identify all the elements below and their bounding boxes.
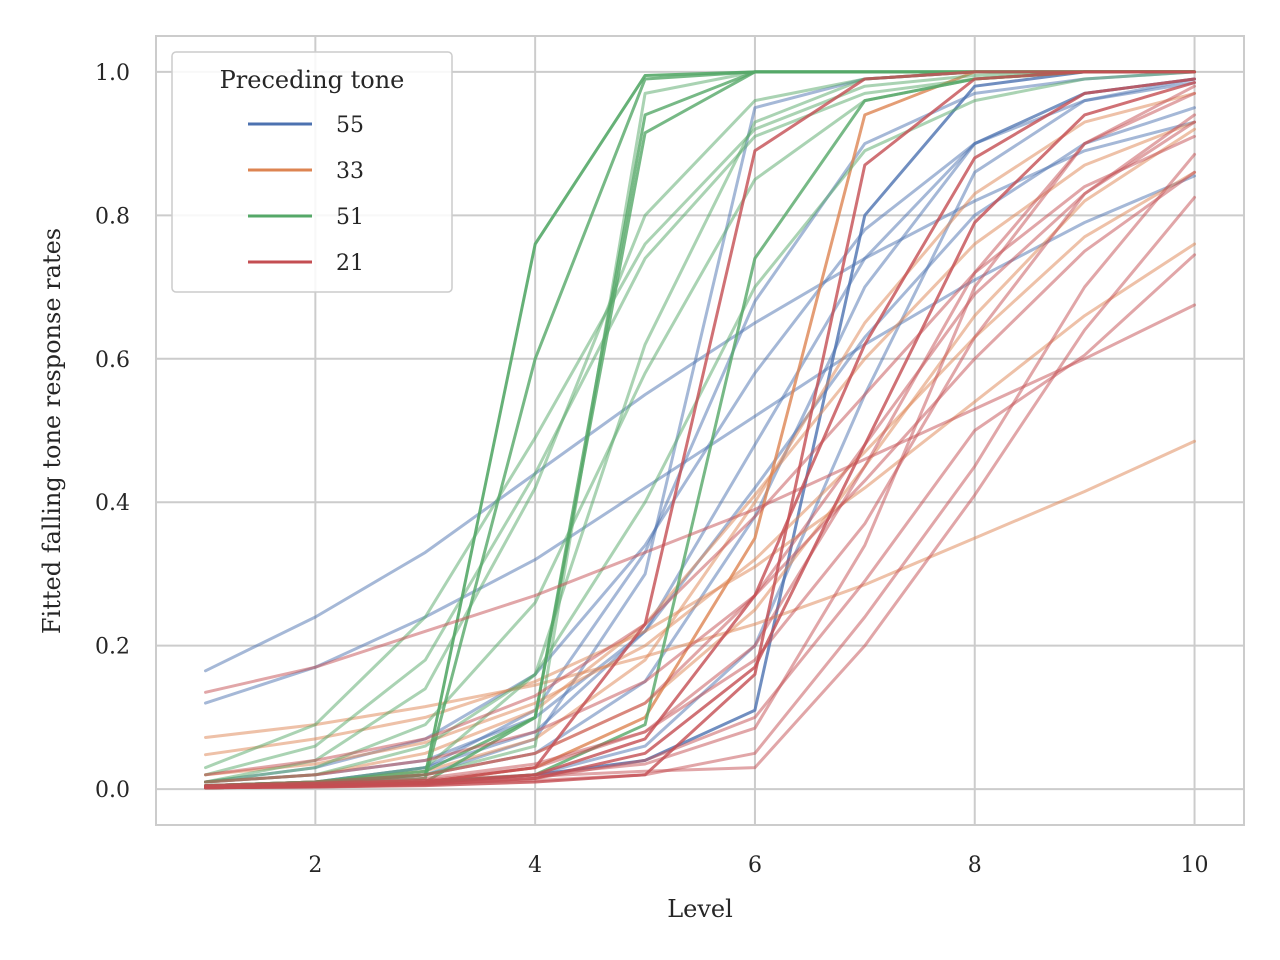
series-line-21-29 xyxy=(204,303,1196,694)
x-tick-label: 6 xyxy=(748,853,762,878)
legend-label-21: 21 xyxy=(336,251,364,276)
y-tick-label: 1.0 xyxy=(95,61,130,86)
x-axis-title: Level xyxy=(667,895,733,923)
y-tick-labels: 0.0 0.2 0.4 0.6 0.8 1.0 xyxy=(95,61,130,803)
legend: Preceding tone 55 33 51 21 xyxy=(171,51,453,293)
y-tick-label: 0.0 xyxy=(95,778,130,803)
y-tick-label: 0.2 xyxy=(95,635,130,660)
y-axis-title: Fitted falling tone response rates xyxy=(38,228,66,634)
y-tick-label: 0.6 xyxy=(95,348,130,373)
series-line-55-1 xyxy=(204,174,1196,705)
legend-label-55: 55 xyxy=(336,113,364,138)
series-line-33-12 xyxy=(204,120,1196,784)
series-line-33-15 xyxy=(204,170,1196,777)
legend-label-51: 51 xyxy=(336,205,364,230)
x-tick-label: 4 xyxy=(528,853,542,878)
series-line-21-35 xyxy=(204,134,1196,777)
series-line-51-20 xyxy=(204,70,1196,770)
series-line-33-11 xyxy=(204,242,1196,757)
legend-title: Preceding tone xyxy=(220,66,405,94)
x-tick-labels: 2 4 6 8 10 xyxy=(308,853,1208,878)
legend-frame xyxy=(171,51,453,293)
x-tick-label: 10 xyxy=(1181,853,1209,878)
series-line-21-41 xyxy=(204,113,1196,788)
legend-label-33: 33 xyxy=(336,159,364,184)
y-tick-label: 0.8 xyxy=(95,204,130,229)
legend-entries: 55 33 51 21 xyxy=(248,113,364,276)
series-line-21-36 xyxy=(204,120,1196,788)
series-line-21-34 xyxy=(204,170,1196,784)
x-tick-label: 2 xyxy=(308,853,322,878)
series-line-51-23 xyxy=(204,70,1196,784)
series-line-21-42 xyxy=(204,81,1196,790)
series-line-21-40 xyxy=(204,70,1196,790)
x-tick-label: 8 xyxy=(968,853,982,878)
series-line-55-0 xyxy=(204,120,1196,673)
series-lines xyxy=(204,70,1196,790)
plot-frame xyxy=(155,35,1245,826)
y-tick-label: 0.4 xyxy=(95,491,130,516)
